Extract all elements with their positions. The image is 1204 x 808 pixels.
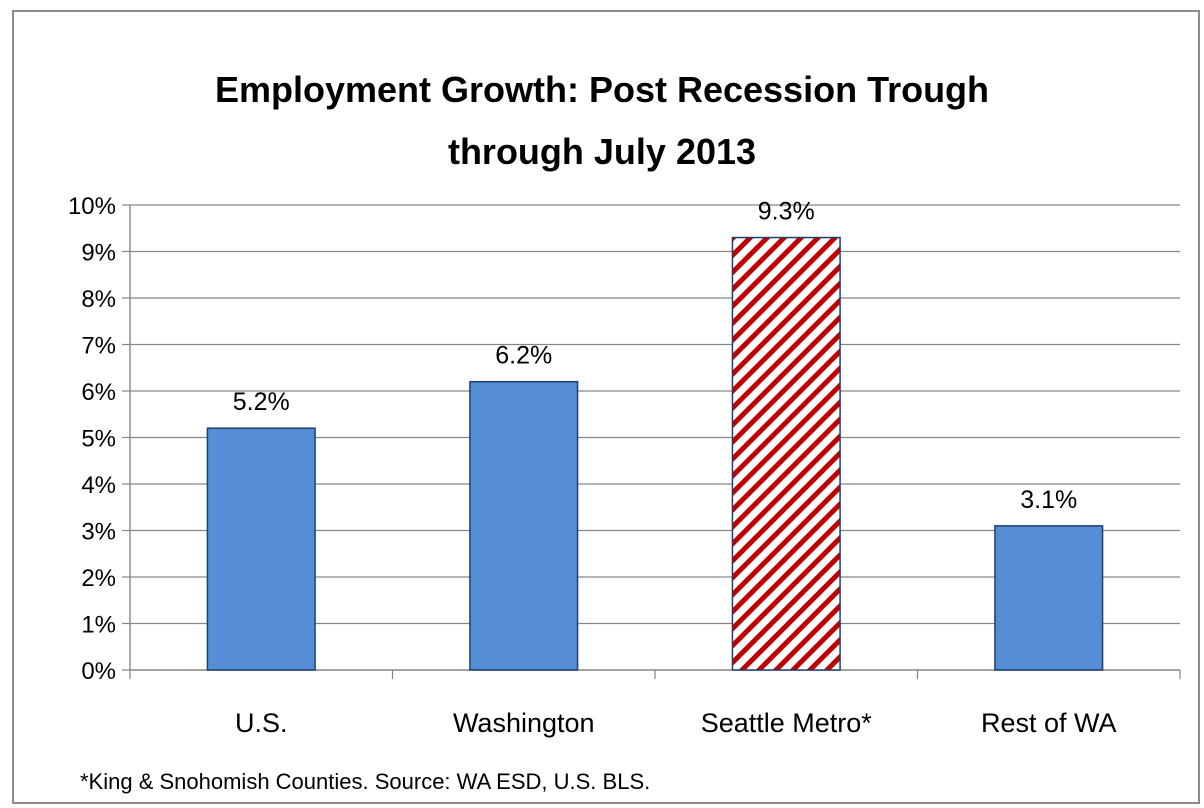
bars bbox=[206, 236, 1104, 671]
x-category-label: Seattle Metro* bbox=[701, 708, 873, 738]
y-tick-label: 10% bbox=[68, 193, 116, 220]
y-tick-label: 5% bbox=[81, 426, 116, 453]
data-label: 5.2% bbox=[233, 388, 290, 416]
bar-rest-of-wa bbox=[994, 525, 1104, 671]
chart-title-line-1: Employment Growth: Post Recession Trough bbox=[215, 69, 989, 110]
y-tick-label: 1% bbox=[81, 612, 116, 639]
chart-frame bbox=[12, 10, 1200, 804]
y-tick-label: 6% bbox=[81, 379, 116, 406]
x-category-label: U.S. bbox=[235, 708, 288, 738]
chart-title-line-2: through July 2013 bbox=[448, 131, 756, 172]
y-tick-label: 2% bbox=[81, 565, 116, 592]
footnote: *King & Snohomish Counties. Source: WA E… bbox=[80, 769, 650, 794]
x-category-label: Washington bbox=[453, 708, 595, 738]
bar-u-s bbox=[206, 427, 316, 671]
y-tick-label: 0% bbox=[81, 658, 116, 685]
bar-washington bbox=[469, 380, 579, 671]
labels: 0% 1% 2% 3% 4% 5% 6% 7% 8% 9% 10% 5.2% U.S. 6.2% Washi… bbox=[68, 193, 1117, 738]
y-tick-label: 9% bbox=[81, 240, 116, 267]
x-category-label: Rest of WA bbox=[981, 708, 1117, 738]
data-label: 9.3% bbox=[758, 198, 815, 226]
y-tick-label: 4% bbox=[81, 472, 116, 499]
y-tick-label: 7% bbox=[81, 333, 116, 360]
y-tick-label: 8% bbox=[81, 286, 116, 313]
data-label: 6.2% bbox=[495, 342, 552, 370]
bar-seattle-metro bbox=[731, 236, 841, 671]
y-tick-label: 3% bbox=[81, 519, 116, 546]
data-label: 3.1% bbox=[1020, 486, 1077, 514]
